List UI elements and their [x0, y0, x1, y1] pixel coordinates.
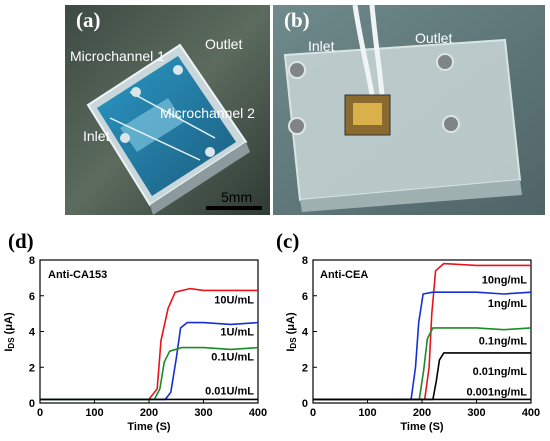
- chart-d: (d) Anti-CA153 Time (S) IDS (μA) 0 100 200…: [3, 229, 267, 433]
- y-axis-label-c: IDS (μA): [285, 312, 298, 352]
- screw-icon: [442, 115, 460, 133]
- x-tick-label: 400: [522, 407, 540, 419]
- x-axis-label-d: Time (S): [127, 421, 171, 433]
- acrylic-base-edge: [300, 180, 522, 212]
- electrode-area: [120, 98, 184, 152]
- panel-label-d: (d): [8, 229, 34, 253]
- microchannel-line: [109, 117, 201, 161]
- series-label: 10U/mL: [214, 294, 254, 306]
- microchannel-line-2: [129, 91, 216, 139]
- port-circle: [120, 133, 130, 143]
- x-tick-label: 200: [140, 407, 158, 419]
- x-tick-label: 300: [467, 407, 485, 419]
- y-tick-label: 8: [302, 255, 308, 267]
- x-tick-label: 0: [310, 407, 316, 419]
- label-inlet-b: Inlet: [308, 38, 335, 54]
- label-microchannel-2: Microchannel 2: [160, 105, 255, 121]
- y-tick-label: 6: [29, 291, 35, 303]
- series-label: 10ng/mL: [482, 275, 528, 287]
- panel-label-a: (a): [76, 8, 101, 32]
- y-tick-label: 4: [302, 327, 309, 339]
- chart-c: (c) Anti-CEA Time (S) IDS (μA) 0 100 200 30…: [276, 229, 540, 433]
- series-d: [40, 287, 259, 401]
- y-axis-label-d: IDS (μA): [3, 312, 16, 352]
- x-tick-label: 100: [358, 407, 376, 419]
- y-tick-label: 4: [29, 327, 36, 339]
- chip-edge: [150, 142, 250, 215]
- series-label: 0.01ng/mL: [473, 366, 528, 378]
- panel-label-c: (c): [276, 229, 299, 253]
- y-tick-label: 6: [302, 291, 308, 303]
- ticks-c: 0 100 200 300 400 0 2 4 6 8: [302, 255, 540, 419]
- label-outlet-b: Outlet: [415, 30, 452, 46]
- ticks-d: 0 100 200 300 400 0 2 4 6 8: [29, 255, 267, 419]
- chart-d-title: Anti-CA153: [48, 269, 107, 281]
- port-circle: [205, 147, 215, 157]
- label-outlet-a: Outlet: [205, 36, 242, 52]
- series-label: 0.001ng/mL: [466, 386, 527, 398]
- port-circle: [173, 65, 183, 75]
- label-inlet-a: Inlet: [83, 128, 110, 144]
- x-axis-label-c: Time (S): [400, 421, 444, 433]
- y-tick-label: 2: [302, 362, 308, 374]
- chart-c-title: Anti-CEA: [320, 269, 368, 281]
- scale-bar-label: 5mm: [221, 189, 252, 205]
- series-labels-d: 10U/mL 1U/mL 0.1U/mL 0.01U/mL: [205, 294, 254, 397]
- acrylic-base: [283, 38, 522, 202]
- x-tick-label: 300: [194, 407, 212, 419]
- series-label: 0.1U/mL: [211, 352, 254, 364]
- x-tick-label: 0: [37, 407, 43, 419]
- y-tick-label: 0: [29, 398, 35, 410]
- x-tick-label: 100: [85, 407, 103, 419]
- y-tick-label: 0: [302, 398, 308, 410]
- series-label: 0.01U/mL: [205, 385, 254, 397]
- y-tick-label: 2: [29, 362, 35, 374]
- sensor-device-core: [353, 103, 382, 125]
- series-label: 1U/mL: [220, 327, 254, 339]
- screw-icon: [436, 53, 454, 71]
- series-labels-c: 10ng/mL 1ng/mL 0.1ng/mL 0.01ng/mL 0.001ng/mL: [466, 275, 527, 399]
- x-tick-label: 200: [413, 407, 431, 419]
- y-tick-label: 8: [29, 255, 35, 267]
- series-label: 0.1ng/mL: [479, 335, 528, 347]
- series-c: [313, 262, 532, 401]
- x-tick-label: 400: [249, 407, 267, 419]
- screw-icon: [288, 117, 306, 135]
- panel-label-b: (b): [284, 8, 310, 32]
- photo-a: (a) Outlet Microchannel 1 Microchannel 2…: [65, 5, 270, 215]
- screw-icon: [288, 61, 306, 79]
- label-microchannel-1: Microchannel 1: [70, 48, 165, 64]
- series-label: 1ng/mL: [488, 298, 527, 310]
- tube-inlet: [352, 4, 375, 96]
- tube-outlet: [369, 4, 385, 96]
- photo-b: Inlet Outlet (b): [273, 4, 545, 215]
- port-circle: [131, 87, 141, 97]
